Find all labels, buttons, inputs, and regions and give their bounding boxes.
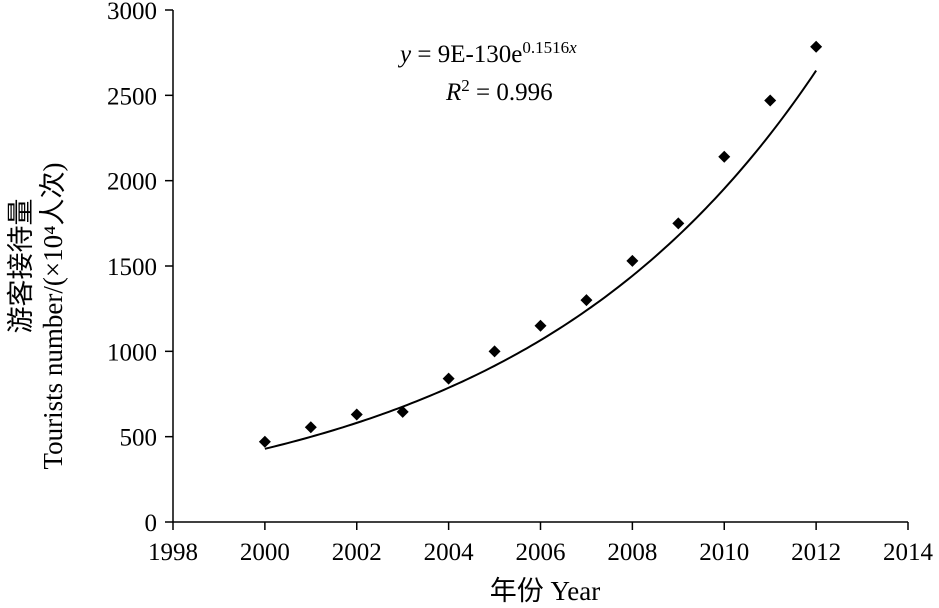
x-axis-title: 年份 Year <box>490 576 601 606</box>
r-var: R <box>445 79 461 106</box>
x-tick-label: 2014 <box>883 539 934 566</box>
data-point <box>304 421 317 434</box>
data-point <box>810 40 823 53</box>
data-point <box>580 294 593 307</box>
data-point <box>350 408 363 421</box>
x-tick-label: 2008 <box>607 539 657 566</box>
equation-line: y = 9E-130e0.1516x <box>397 38 577 69</box>
data-points <box>258 40 823 448</box>
y-tick-label: 1500 <box>107 254 157 281</box>
data-point <box>258 435 271 448</box>
data-point <box>764 94 777 107</box>
data-point <box>442 372 455 385</box>
trendline <box>264 70 817 450</box>
y-axis-title-line2: Tourists number/(×10⁴人次) <box>38 163 68 470</box>
x-tick-label: 2000 <box>240 539 290 566</box>
data-point <box>396 405 409 418</box>
x-tick-label: 1998 <box>148 539 198 566</box>
axes: 0 500 1000 1500 2000 2500 3000 1998 2000 2002 2004… <box>107 0 934 566</box>
x-tick-label: 2002 <box>332 539 382 566</box>
data-point <box>672 217 685 230</box>
x-tick-label: 2004 <box>424 539 475 566</box>
data-point <box>626 254 639 267</box>
equation-exponent: 0.1516 <box>522 38 569 57</box>
x-tick-label: 2006 <box>516 539 566 566</box>
y-axis-title-line1: 游客接待量 <box>6 199 36 334</box>
y-tick-label: 2000 <box>107 169 157 196</box>
equation-exponent-var: x <box>568 38 577 57</box>
r-value: = 0.996 <box>470 79 553 106</box>
y-tick-label: 500 <box>120 425 158 452</box>
y-tick-label: 2500 <box>107 83 157 110</box>
data-point <box>534 319 547 332</box>
x-tick-label: 2012 <box>791 539 841 566</box>
trendline-path <box>264 70 817 450</box>
y-tick-label: 1000 <box>107 339 157 366</box>
x-tick-label: 2010 <box>699 539 749 566</box>
r-sup: 2 <box>461 76 470 95</box>
y-tick-label: 0 <box>145 510 158 537</box>
data-point <box>718 150 731 163</box>
y-tick-label: 3000 <box>107 0 157 25</box>
r-squared-line: R2 = 0.996 <box>445 76 553 107</box>
data-point <box>488 345 501 358</box>
equation-y-var: y <box>397 41 412 68</box>
equation-body: = 9E-130e <box>411 41 522 68</box>
